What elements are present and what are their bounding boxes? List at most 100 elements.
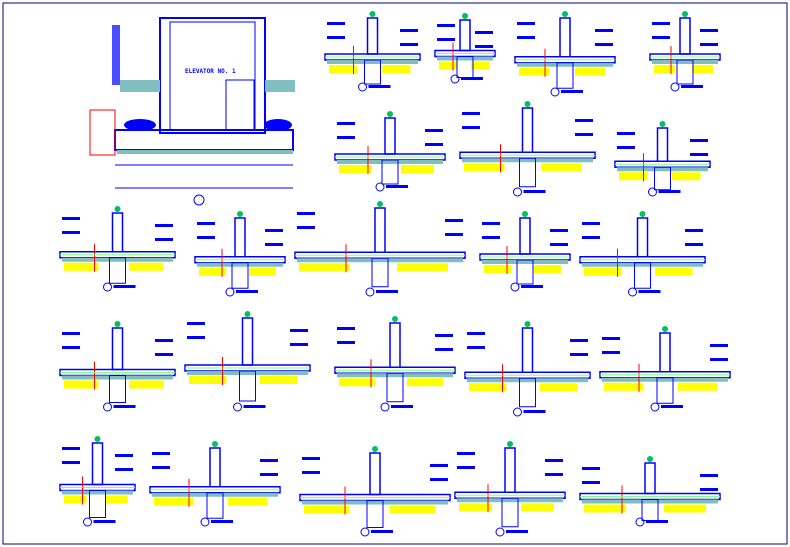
section-marker [200,517,210,527]
detail-title [661,405,683,408]
note-text [482,222,500,225]
footing [239,370,256,402]
section-marker [510,282,520,292]
detail-tag [114,206,121,212]
note-text [155,339,173,342]
soil-hatch [464,163,505,172]
detail-tag [639,211,646,217]
note-text [290,329,308,332]
shaft-door [225,79,255,131]
note-text [435,334,453,337]
wall [659,332,671,373]
soil-hatch [64,262,99,271]
section-marker [670,82,680,92]
note-text [652,36,670,39]
section-marker [193,194,205,206]
note-text [337,136,355,139]
detail-title [386,185,408,188]
section-marker [233,402,242,412]
soil-hatch [390,505,435,514]
wall [679,17,691,55]
soil-hatch [407,378,443,387]
soil-hatch [678,382,717,391]
soil-hatch [401,165,434,173]
footing [381,159,399,185]
note-text [582,236,600,239]
wall [366,17,379,55]
section-marker [358,82,367,92]
soil-hatch [484,265,511,273]
soil-hatch [154,497,193,506]
note-text [582,222,600,225]
detail-tag [522,211,528,217]
footing [371,257,389,288]
soil-hatch [189,376,227,384]
soil-hatch [382,65,411,73]
wall [374,207,386,253]
note-text [517,36,535,39]
footing [676,59,694,85]
detail-tag [524,101,531,107]
note-text [297,226,315,229]
wall [504,447,516,493]
note-text [155,238,173,241]
soil-hatch [584,267,622,276]
soil-hatch [664,504,706,513]
detail-tag [114,321,121,327]
floor-hatch [265,80,295,92]
soil-hatch [584,504,626,513]
soil-hatch [260,376,298,384]
cloud-note [124,119,156,131]
shaft-inner-wall [169,21,256,131]
note-text [457,466,475,469]
note-text [400,29,418,32]
footing [634,262,651,289]
note-text [582,467,600,470]
detail-tag [94,436,101,442]
footing [364,59,381,85]
wall [234,217,246,258]
note-text [62,217,80,220]
soil-hatch [540,383,578,392]
note-text [545,459,563,462]
section-marker [628,287,637,297]
section-marker [450,74,460,84]
note-text [400,43,418,46]
footing [109,257,126,284]
slab-hatch [602,377,728,382]
footing [206,492,224,519]
soil-hatch [459,503,492,512]
note-text [327,36,345,39]
soil-hatch [619,172,648,181]
detail-title [371,530,393,533]
note-text [437,24,455,27]
soil-hatch [64,380,99,389]
note-text [115,468,133,471]
note-text [155,353,173,356]
wall [209,447,221,488]
note-text [700,43,718,46]
slab-hatch [652,60,718,64]
footing [501,497,519,528]
note-text [462,126,480,129]
note-text [435,348,453,351]
note-text [425,129,443,132]
note-text [337,327,355,330]
main-elevation-section: ELEVATOR NO. 1 [89,17,295,206]
column [112,25,120,85]
note-text [297,212,315,215]
slab-hatch [457,498,563,503]
detail-title [523,190,546,193]
section-marker [513,187,522,197]
slab-hatch [62,490,133,495]
note-text [602,337,620,340]
detail-tag [507,441,513,447]
detail-title [646,520,668,523]
note-text [62,332,80,335]
main-elevation-label: ELEVATOR NO. 1 [185,68,236,75]
note-text [482,236,500,239]
soil-hatch [304,505,349,514]
detail-title [391,405,413,408]
detail-title [211,520,233,523]
note-text [475,45,493,48]
